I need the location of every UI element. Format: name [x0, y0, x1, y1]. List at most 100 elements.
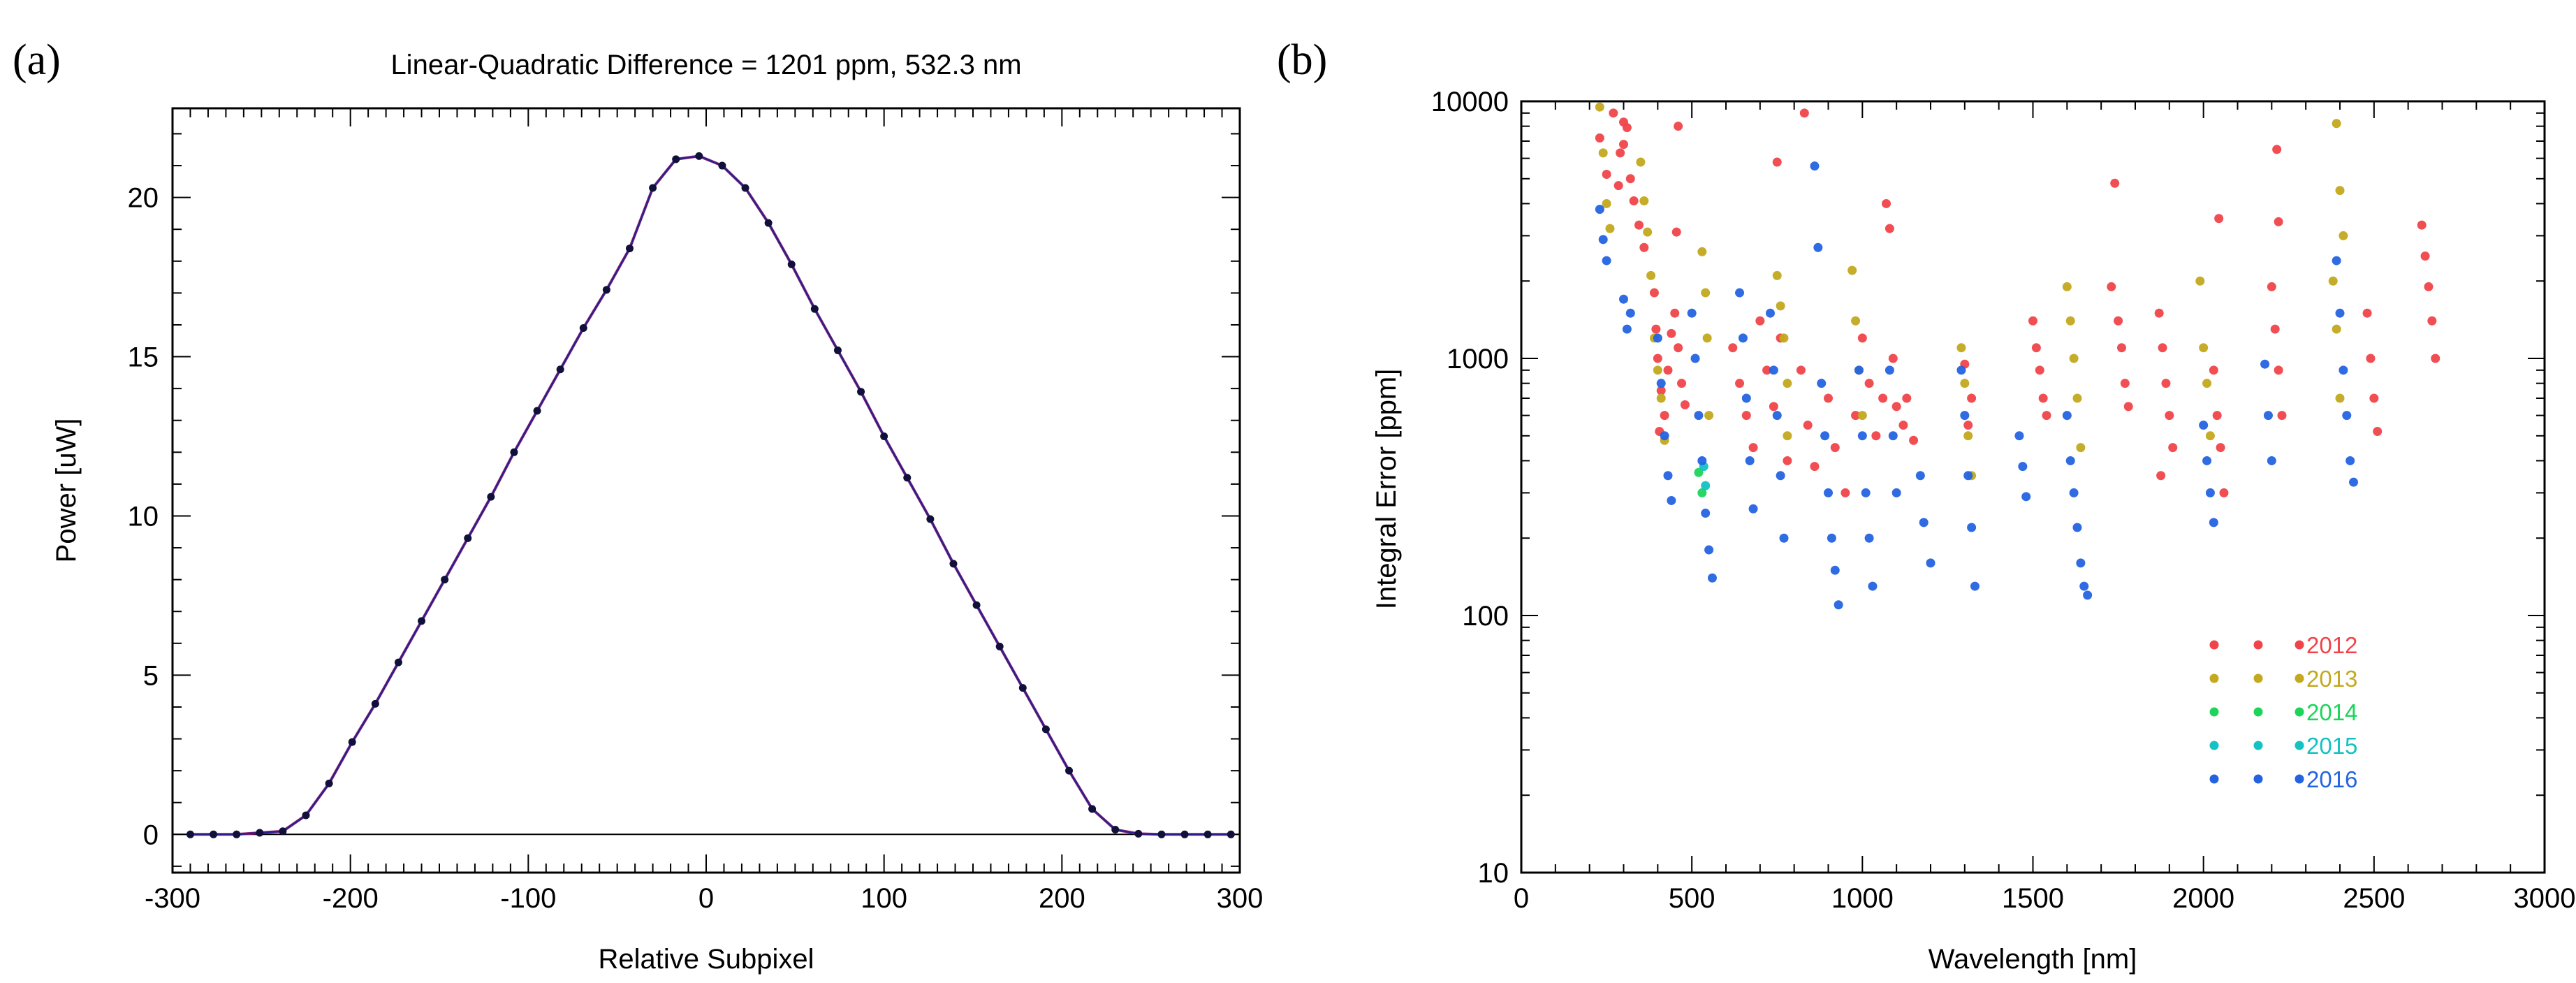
scatter-point-2012: [2035, 365, 2044, 375]
scatter-point-2012: [1735, 379, 1745, 388]
scatter-point-2013: [1851, 316, 1861, 326]
scatter-point-2016: [1864, 533, 1874, 543]
scatter-point-2012: [1902, 393, 1912, 403]
scatter-point-2013: [1776, 301, 1785, 311]
y-tick-label: 15: [128, 342, 159, 373]
data-point: [1134, 829, 1143, 838]
scatter-point-2012: [1871, 431, 1881, 441]
scatter-point-2012: [2028, 316, 2037, 326]
y-tick-label: 5: [143, 660, 159, 691]
scatter-point-2012: [2373, 427, 2383, 437]
scatter-point-2012: [2267, 282, 2276, 291]
panel-b: (b) 0 500 1000 1500 2000 2500 3000 10 100 1000 100…: [1277, 36, 2575, 975]
scatter-point-2013: [1636, 157, 1646, 167]
scatter-point-2013: [2195, 276, 2205, 286]
scatter-point-2013: [1963, 431, 1973, 441]
scatter-point-2012: [1799, 108, 1809, 118]
scatter-point-2016: [1660, 431, 1669, 441]
data-point: [1088, 805, 1097, 813]
scatter-point-2016: [2079, 581, 2089, 591]
y-tick-label: 0: [143, 820, 159, 850]
scatter-point-2012: [1755, 316, 1765, 326]
scatter-point-2012: [1891, 402, 1901, 412]
data-point: [810, 305, 819, 313]
scatter-point-2012: [2214, 214, 2224, 224]
scatter-point-2012: [2277, 411, 2287, 421]
panel-b-legend: 2012 2013 2014 2015 2016: [2209, 632, 2357, 792]
scatter-point-2016: [1622, 324, 1632, 334]
scatter-point-2012: [2366, 354, 2376, 363]
scatter-point-2016: [1663, 471, 1673, 481]
scatter-point-2012: [1649, 288, 1659, 298]
scatter-point-2012: [1882, 198, 1891, 208]
data-point: [625, 245, 634, 253]
scatter-point-2012: [1667, 328, 1676, 338]
data-point: [1203, 830, 1212, 838]
scatter-point-2013: [2205, 431, 2215, 441]
scatter-point-2013: [2069, 354, 2079, 363]
data-point: [487, 493, 495, 501]
scatter-point-2016: [1595, 205, 1604, 214]
x-tick-label: -300: [145, 883, 200, 914]
scatter-point-2016: [2014, 431, 2024, 441]
fit-line: [190, 154, 1231, 836]
scatter-point-2012: [2154, 308, 2164, 318]
scatter-point-2012: [1728, 343, 1738, 353]
scatter-point-2013: [1847, 265, 1857, 275]
data-point: [1157, 830, 1166, 838]
scatter-point-2013: [2065, 316, 2075, 326]
scatter-point-2013: [1697, 247, 1707, 256]
scatter-point-2012: [1885, 224, 1894, 233]
scatter-point-2012: [1783, 456, 1792, 465]
scatter-point-2016: [1735, 288, 1745, 298]
scatter-point-2013: [1772, 270, 1782, 280]
legend-marker-2015: [2295, 741, 2304, 750]
scatter-point-2016: [2076, 558, 2086, 568]
scatter-point-2016: [2339, 365, 2348, 375]
scatter-point-2012: [1967, 393, 1977, 403]
data-point: [533, 407, 541, 415]
scatter-point-2012: [1888, 354, 1898, 363]
scatter-point-2013: [1857, 411, 1867, 421]
scatter-point-2016: [1748, 504, 1758, 514]
data-point: [741, 184, 749, 192]
data-point: [210, 830, 218, 838]
scatter-point-2016: [2335, 308, 2345, 318]
scatter-point-2016: [1741, 393, 1751, 403]
legend-marker-2014: [2295, 707, 2304, 717]
scatter-point-2013: [1704, 411, 1714, 421]
y-tick-label: 10: [128, 501, 159, 532]
scatter-point-2016: [1967, 523, 1977, 532]
data-point: [394, 658, 402, 667]
scatter-point-2013: [1656, 393, 1666, 403]
scatter-point-2013: [1783, 379, 1792, 388]
scatter-point-2013: [2335, 393, 2345, 403]
scatter-point-2012: [2369, 393, 2379, 403]
legend-marker-2016: [2209, 774, 2219, 784]
legend-marker-2015: [2253, 741, 2263, 750]
x-tick-label: 0: [698, 883, 714, 914]
scatter-point-2012: [1616, 148, 1625, 158]
data-point: [995, 642, 1004, 650]
scatter-point-2016: [1813, 242, 1823, 252]
scatter-point-2012: [1680, 400, 1690, 409]
panel-a-plot-frame: [171, 107, 1241, 874]
scatter-point-2012: [1741, 411, 1751, 421]
scatter-point-2016: [1970, 581, 1979, 591]
data-point: [672, 155, 680, 163]
scatter-point-2012: [1609, 108, 1618, 118]
scatter-point-2016: [1707, 573, 1717, 583]
scatter-point-2016: [2342, 411, 2352, 421]
scatter-point-2016: [1885, 365, 1894, 375]
scatter-point-2016: [2202, 456, 2212, 465]
scatter-point-2012: [2120, 379, 2130, 388]
scatter-point-2016: [2069, 488, 2079, 497]
scatter-point-2012: [2219, 488, 2229, 497]
scatter-point-2012: [1748, 443, 1758, 453]
scatter-point-2012: [2427, 316, 2437, 326]
data-point: [579, 324, 587, 333]
scatter-point-2016: [2199, 421, 2209, 430]
scatter-point-2016: [1653, 333, 1662, 343]
scatter-point-2012: [2158, 343, 2167, 353]
panel-b-y-axis-label: Integral Error [ppm]: [1371, 369, 1402, 610]
